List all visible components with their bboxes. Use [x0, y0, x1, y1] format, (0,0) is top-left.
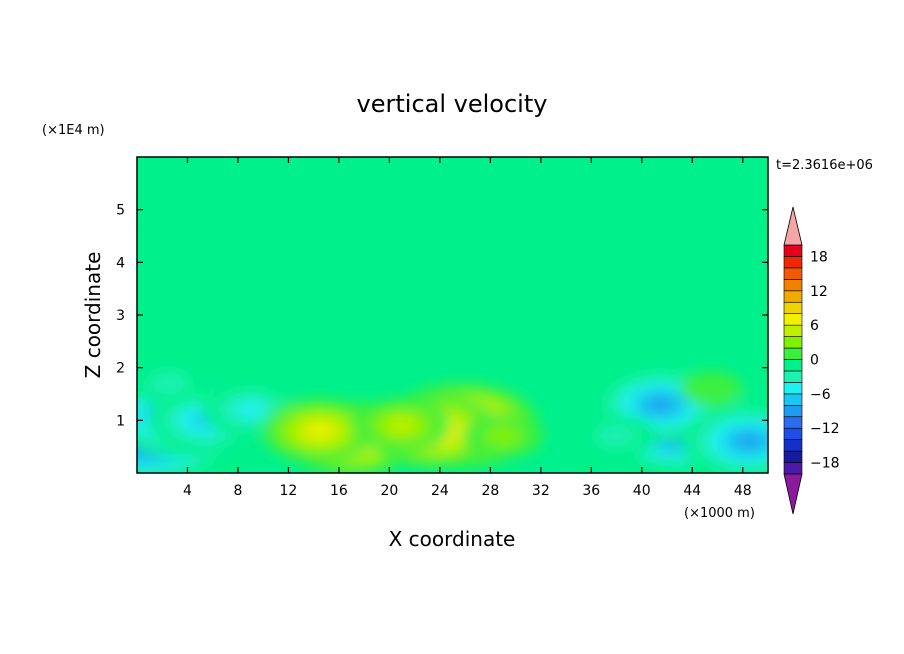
contour-band-17-1 [358, 219, 421, 253]
y-axis: 1 2 3 4 5 [116, 203, 768, 429]
contour-band-12-5 [647, 397, 675, 412]
colorbar-swatch [783, 404, 803, 418]
colorbar-swatch [783, 450, 803, 463]
y-axis-label: Z coordinate [81, 252, 105, 379]
x-tick-label: 16 [330, 483, 348, 499]
plot-area [137, 157, 768, 473]
y-tick-label: 2 [116, 361, 125, 377]
colorbar-swatch [783, 336, 803, 349]
x-axis-label: X coordinate [389, 527, 516, 551]
x-tick-label: 36 [582, 483, 600, 499]
colorbar-swatch [783, 370, 803, 383]
contour-band-6-4 [305, 422, 335, 439]
contour-band-16-1 [560, 219, 623, 253]
colorbar-swatch [783, 393, 803, 406]
colorbar-swatch [783, 439, 803, 452]
colorbar-tick-label: −12 [810, 421, 840, 437]
colorbar-swatch [783, 382, 803, 395]
contour-band-13-1 [680, 371, 743, 406]
x-tick-label: 40 [633, 483, 651, 499]
colorbar-tick-label: −18 [810, 456, 840, 472]
y-tick-label: 1 [116, 413, 125, 429]
colorbar-swatch [783, 279, 803, 292]
contour-band-19-1 [484, 157, 547, 190]
y-tick-label: 5 [116, 203, 125, 219]
colorbar-tick-label: 0 [810, 353, 819, 369]
colorbar-swatch [783, 324, 803, 337]
contour-band-4-2 [148, 372, 189, 395]
x-tick-label: 48 [734, 483, 752, 499]
x-unit-label: (×1000 m) [684, 506, 755, 521]
colorbar-swatch [783, 256, 803, 269]
colorbar: 18 12 6 0 −6 −12 −18 [783, 206, 840, 515]
contour-band-15-2 [596, 425, 637, 448]
contour-band-10-2 [482, 425, 523, 448]
colorbar-swatch [783, 313, 803, 326]
x-tick-label: 8 [233, 483, 242, 499]
x-tick-label: 20 [380, 483, 398, 499]
colorbar-tick-label: 12 [810, 284, 828, 300]
x-tick-label: 12 [280, 483, 298, 499]
x-tick-label: 44 [683, 483, 701, 499]
colorbar-tick-label: −6 [810, 387, 831, 403]
colorbar-swatch [783, 359, 803, 372]
colorbar-swatch [783, 347, 803, 360]
time-label: t=2.3616e+06 [776, 158, 873, 173]
colorbar-over-arrow [783, 206, 803, 246]
y-tick-label: 3 [116, 308, 125, 324]
colorbar-swatch [783, 301, 803, 314]
contour-band-14-5 [735, 434, 763, 449]
x-tick-label: 4 [183, 483, 192, 499]
colorbar-swatch [783, 267, 803, 280]
colorbar-swatch [783, 244, 803, 257]
contour-band-9-3 [385, 416, 419, 435]
x-tick-label: 24 [431, 483, 449, 499]
x-tick-label: 28 [481, 483, 499, 499]
y-unit-label: (×1E4 m) [42, 123, 105, 138]
x-tick-label: 32 [532, 483, 550, 499]
contour-field [137, 157, 768, 473]
colorbar-swatch [783, 416, 803, 429]
contour-band-3-3 [234, 400, 267, 419]
colorbar-tick-label: 6 [810, 318, 819, 334]
colorbar-tick-label: 18 [810, 249, 828, 265]
x-axis: 4 8 12 16 20 24 28 32 36 40 44 48 [183, 157, 752, 499]
y-tick-label: 4 [116, 255, 125, 271]
chart-title: vertical velocity [357, 90, 548, 118]
colorbar-swatch [783, 462, 803, 475]
colorbar-swatch [783, 427, 803, 440]
contour-band-18-1 [257, 166, 320, 201]
colorbar-under-arrow [783, 473, 803, 515]
colorbar-swatch [783, 290, 803, 303]
